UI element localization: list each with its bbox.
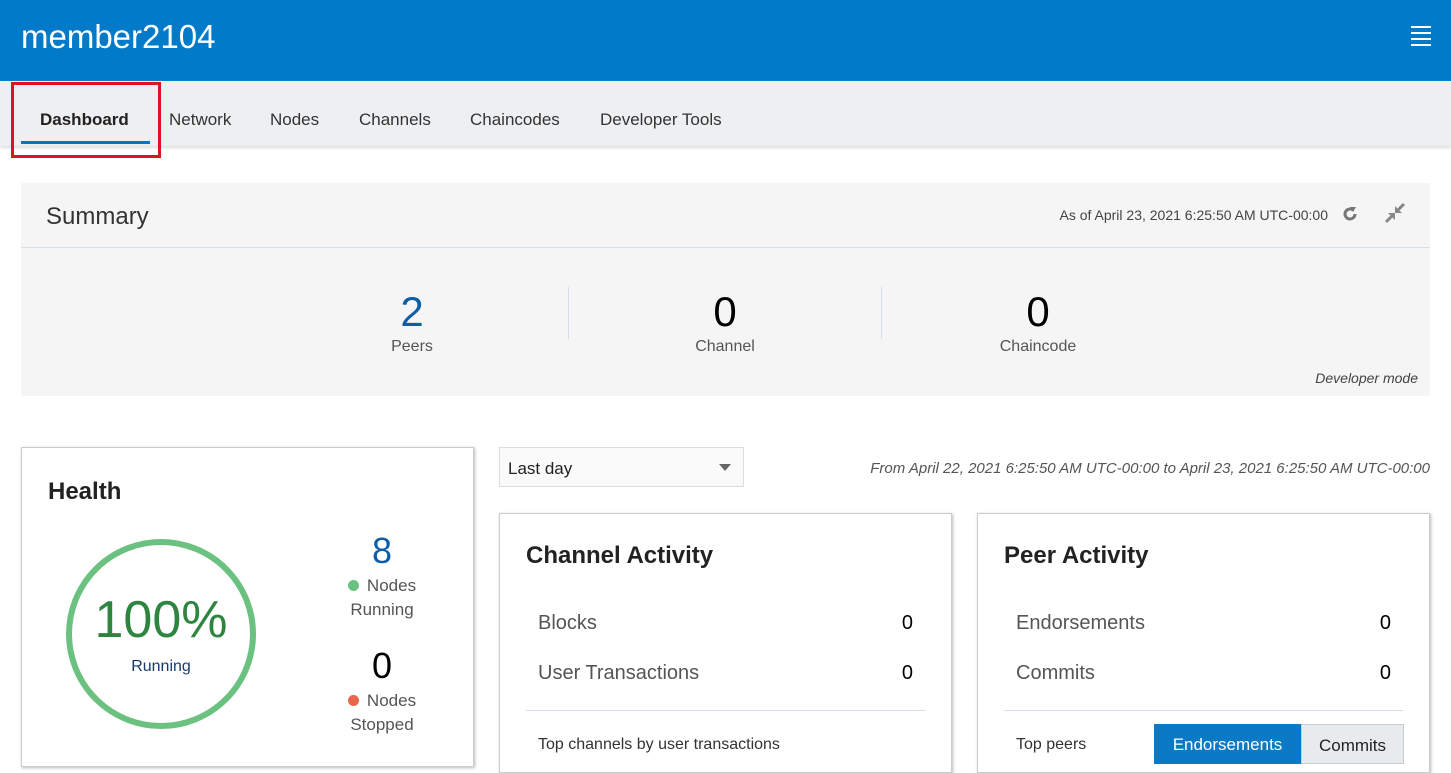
developer-mode-label: Developer mode [1315,370,1418,386]
as-of-timestamp: As of April 23, 2021 6:25:50 AM UTC-00:0… [1059,207,1329,223]
tab-nodes[interactable]: Nodes [270,110,320,129]
tab-developer-tools[interactable]: Developer Tools [600,110,722,129]
summary-title: Summary [46,203,149,230]
highlight-box [11,82,161,158]
divider [881,287,882,339]
peer-activity-card: Peer Activity Endorsements 0 Commits 0 Top… [977,513,1430,773]
health-percent: 100% [94,591,228,649]
list-item: User Transactions 0 [538,662,913,684]
list-item: Blocks 0 [538,612,913,634]
commits-toggle[interactable]: Commits [1301,724,1404,764]
active-tab-indicator [21,141,150,144]
stat-channel: 0 Channel [695,288,755,355]
health-title: Health [48,478,122,505]
channel-activity-card: Channel Activity Blocks 0 User Transactio… [499,513,952,773]
stat-chaincode: 0 Chaincode [999,288,1077,355]
app-title: member2104 [21,18,216,55]
refresh-icon[interactable] [1340,204,1360,224]
time-range-select[interactable]: Last day [499,447,744,487]
time-range-text: From April 22, 2021 6:25:50 AM UTC-00:00… [870,460,1430,477]
top-channels-label: Top channels by user transactions [538,736,780,753]
list-item: Endorsements 0 [1016,612,1391,634]
health-card: Health 100% Running 8 Nodes Running 0 No… [21,447,474,767]
app-header: member2104 [0,0,1451,81]
tab-dashboard[interactable]: Dashboard [40,110,129,129]
summary-panel: Summary As of April 23, 2021 6:25:50 AM … [21,183,1430,396]
nodes-running-count[interactable]: 8 [371,530,393,571]
divider [526,710,925,711]
channel-activity-title: Channel Activity [526,542,714,569]
hamburger-icon[interactable] [1411,26,1431,50]
nav-tabs: Dashboard Network Nodes Channels Chainco… [0,81,1451,146]
list-item: Commits 0 [1016,662,1391,684]
stat-peers[interactable]: 2 Peers [391,288,433,355]
tab-channels[interactable]: Channels [359,110,431,129]
stopped-dot-icon [347,695,359,706]
tab-chaincodes[interactable]: Chaincodes [470,110,560,129]
chevron-down-icon [719,464,731,477]
health-percent-label: Running [131,658,191,675]
divider [1004,710,1403,711]
health-ring [66,539,256,729]
divider [568,287,569,339]
collapse-icon[interactable] [1384,202,1406,224]
endorsements-toggle[interactable]: Endorsements [1154,724,1301,764]
peer-activity-title: Peer Activity [1004,542,1149,569]
running-dot-icon [347,580,359,591]
top-peers-label: Top peers [1016,736,1087,753]
nodes-stopped-count: 0 [371,645,393,686]
tab-network[interactable]: Network [169,110,232,129]
